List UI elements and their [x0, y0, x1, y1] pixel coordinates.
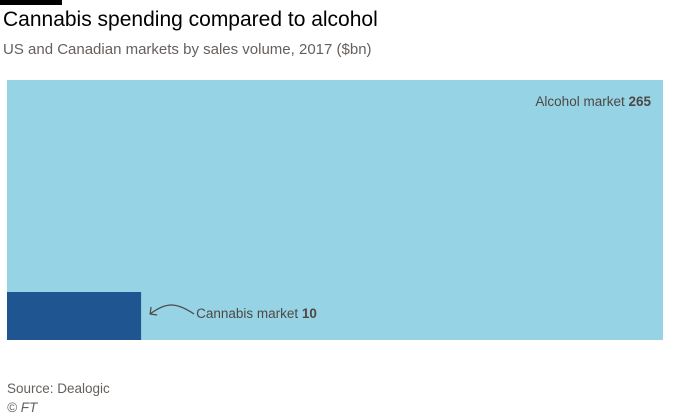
- chart-title: Cannabis spending compared to alcohol: [3, 8, 378, 31]
- chart-subtitle: US and Canadian markets by sales volume,…: [3, 41, 372, 58]
- cannabis-market-area: [7, 292, 142, 340]
- alcohol-market-label: Alcohol market 265: [535, 94, 651, 109]
- cannabis-pointer-arrow: [149, 304, 195, 315]
- arrowhead: [149, 306, 158, 316]
- cannabis-market-label: Cannabis market 10: [196, 306, 317, 321]
- copyright-credit: © FT: [7, 400, 38, 415]
- header-accent-bar: [0, 0, 62, 5]
- source-note: Source: Dealogic: [7, 381, 110, 396]
